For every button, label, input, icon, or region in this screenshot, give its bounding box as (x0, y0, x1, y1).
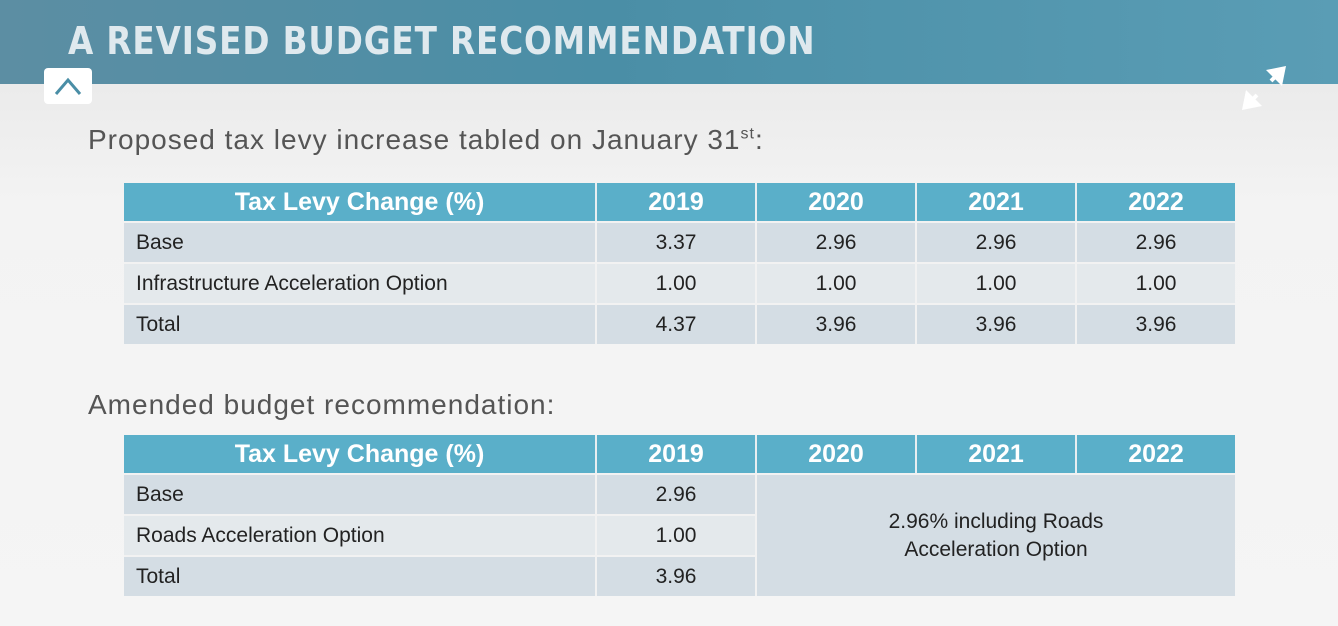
table-cell: 1.00 (755, 262, 915, 303)
expand-button[interactable] (1240, 64, 1288, 112)
table-cell: 2.96 (595, 473, 755, 514)
table-row: Infrastructure Acceleration Option 1.00 … (124, 262, 1235, 303)
table-cell: 3.37 (595, 221, 755, 262)
proposed-levy-table: Tax Levy Change (%) 2019 2020 2021 2022 … (124, 183, 1235, 344)
table-header-row: Tax Levy Change (%) 2019 2020 2021 2022 (124, 183, 1235, 221)
column-header: 2022 (1075, 183, 1235, 221)
row-label: Infrastructure Acceleration Option (124, 262, 595, 303)
row-label: Total (124, 303, 595, 344)
column-header: 2020 (755, 435, 915, 473)
page-title: A REVISED BUDGET RECOMMENDATION (68, 19, 816, 63)
table-cell: 2.96 (915, 221, 1075, 262)
proposed-levy-heading: Proposed tax levy increase tabled on Jan… (88, 124, 764, 156)
table-cell: 1.00 (915, 262, 1075, 303)
table-row: Roads Acceleration Option 1.00 (124, 514, 1235, 555)
table-cell: 1.00 (1075, 262, 1235, 303)
table-row: Total 4.37 3.96 3.96 3.96 (124, 303, 1235, 344)
proposed-levy-heading-text: Proposed tax levy increase tabled on Jan… (88, 124, 741, 155)
table-row: Total 3.96 (124, 555, 1235, 596)
row-label: Base (124, 473, 595, 514)
table-row: Base 2.96 2.96% including Roads Accelera… (124, 473, 1235, 596)
merged-note-cell: 2.96% including Roads Acceleration Optio… (755, 473, 1235, 596)
table-cell: 3.96 (915, 303, 1075, 344)
column-header: Tax Levy Change (%) (124, 183, 595, 221)
expand-arrows-icon (1242, 66, 1286, 110)
column-header: 2021 (915, 435, 1075, 473)
column-header: Tax Levy Change (%) (124, 435, 595, 473)
table-row: Base 3.37 2.96 2.96 2.96 (124, 221, 1235, 262)
column-header: 2020 (755, 183, 915, 221)
table-cell: 3.96 (755, 303, 915, 344)
column-header: 2022 (1075, 435, 1235, 473)
row-label: Roads Acceleration Option (124, 514, 595, 555)
table-cell: 1.00 (595, 514, 755, 555)
merged-note-line: 2.96% including Roads (888, 509, 1104, 533)
heading-superscript: st (740, 125, 755, 143)
up-chevron-icon (54, 77, 82, 96)
table-cell: 3.96 (1075, 303, 1235, 344)
row-label: Base (124, 221, 595, 262)
table-cell: 2.96 (1075, 221, 1235, 262)
table-cell: 1.00 (595, 262, 755, 303)
table-cell: 2.96 (755, 221, 915, 262)
heading-suffix: : (754, 124, 764, 155)
title-banner: A REVISED BUDGET RECOMMENDATION (0, 0, 1338, 84)
amended-budget-table: Tax Levy Change (%) 2019 2020 2021 2022 … (124, 435, 1235, 596)
merged-note-line: Acceleration Option (904, 537, 1088, 561)
table-cell: 4.37 (595, 303, 755, 344)
amended-budget-heading: Amended budget recommendation: (88, 389, 556, 420)
row-label: Total (124, 555, 595, 596)
column-header: 2021 (915, 183, 1075, 221)
table-cell: 3.96 (595, 555, 755, 596)
column-header: 2019 (595, 183, 755, 221)
column-header: 2019 (595, 435, 755, 473)
up-chevron-button[interactable] (44, 68, 92, 104)
table-header-row: Tax Levy Change (%) 2019 2020 2021 2022 (124, 435, 1235, 473)
